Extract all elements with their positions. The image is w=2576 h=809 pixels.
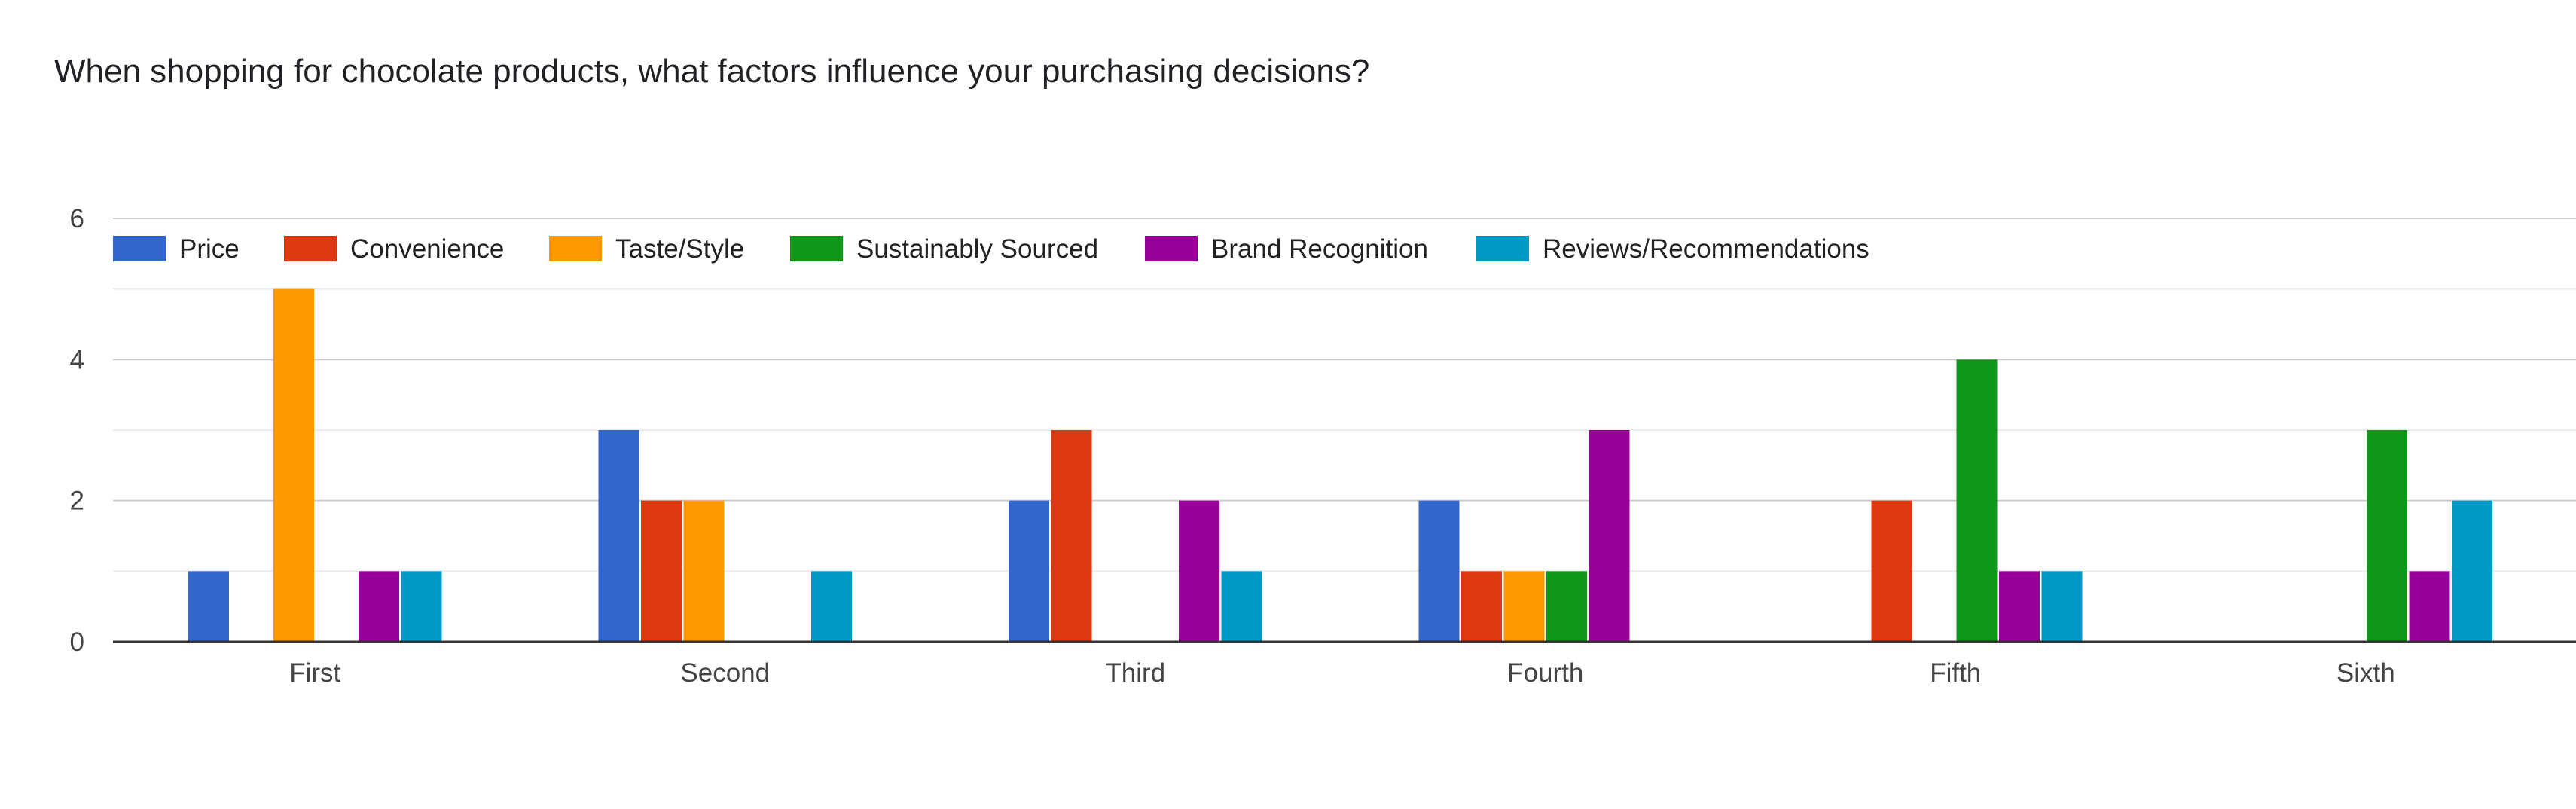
bar-price-second[interactable] bbox=[598, 430, 639, 642]
legend: Price Convenience Taste/Style Sustainably S… bbox=[113, 234, 1869, 264]
bar-sustainably-sourced-fifth[interactable] bbox=[1956, 359, 1998, 642]
bar-brand-recognition-third[interactable] bbox=[1179, 500, 1219, 642]
bar-brand-recognition-first[interactable] bbox=[359, 571, 399, 642]
bar-reviews-recommendations-sixth[interactable] bbox=[2452, 500, 2492, 642]
legend-item[interactable]: Brand Recognition bbox=[1145, 234, 1428, 264]
legend-label: Convenience bbox=[350, 234, 504, 264]
legend-label: Reviews/Recommendations bbox=[1543, 234, 1869, 264]
x-tick-label: Fifth bbox=[1930, 658, 1981, 688]
y-tick-label: 4 bbox=[70, 345, 84, 374]
chart-title: When shopping for chocolate products, wh… bbox=[54, 53, 1370, 90]
legend-label: Price bbox=[179, 234, 240, 264]
legend-item[interactable]: Price bbox=[113, 234, 240, 264]
legend-swatch bbox=[1145, 236, 1198, 261]
legend-swatch bbox=[113, 236, 166, 261]
legend-swatch bbox=[1476, 236, 1529, 261]
bar-sustainably-sourced-fourth[interactable] bbox=[1546, 571, 1587, 642]
legend-item[interactable]: Taste/Style bbox=[549, 234, 744, 264]
bar-convenience-third[interactable] bbox=[1051, 430, 1092, 642]
grid-lines bbox=[113, 218, 2576, 572]
bar-taste-style-first[interactable] bbox=[273, 288, 314, 642]
legend-item[interactable]: Reviews/Recommendations bbox=[1476, 234, 1869, 264]
legend-label: Brand Recognition bbox=[1211, 234, 1428, 264]
y-tick-label: 0 bbox=[70, 627, 84, 657]
legend-swatch bbox=[284, 236, 337, 261]
bar-sustainably-sourced-sixth[interactable] bbox=[2367, 430, 2407, 642]
x-tick-label: Third bbox=[1105, 658, 1165, 688]
bar-convenience-second[interactable] bbox=[641, 500, 682, 642]
bar-price-third[interactable] bbox=[1009, 500, 1049, 642]
x-tick-label: Fourth bbox=[1507, 658, 1583, 688]
y-tick-label: 6 bbox=[70, 204, 84, 234]
bar-brand-recognition-fourth[interactable] bbox=[1589, 430, 1630, 642]
legend-swatch bbox=[790, 236, 843, 261]
legend-label: Sustainably Sourced bbox=[856, 234, 1098, 264]
legend-item[interactable]: Sustainably Sourced bbox=[790, 234, 1098, 264]
x-tick-label: First bbox=[289, 658, 340, 688]
bar-brand-recognition-fifth[interactable] bbox=[1999, 571, 2040, 642]
bar-reviews-recommendations-fifth[interactable] bbox=[2041, 571, 2083, 642]
bar-taste-style-fourth[interactable] bbox=[1503, 571, 1545, 642]
bar-convenience-fifth[interactable] bbox=[1871, 500, 1912, 642]
legend-item[interactable]: Convenience bbox=[284, 234, 504, 264]
x-axis-ticks: First Second Third Fourth Fifth Sixth bbox=[289, 658, 2394, 688]
y-tick-label: 2 bbox=[70, 487, 84, 516]
x-tick-label: Sixth bbox=[2336, 658, 2395, 688]
bars bbox=[188, 288, 2492, 642]
x-tick-label: Second bbox=[680, 658, 770, 688]
bar-reviews-recommendations-third[interactable] bbox=[1221, 571, 1262, 642]
legend-label: Taste/Style bbox=[615, 234, 744, 264]
bar-taste-style-second[interactable] bbox=[683, 500, 725, 642]
bar-convenience-fourth[interactable] bbox=[1461, 571, 1502, 642]
legend-swatch bbox=[549, 236, 602, 261]
y-axis-ticks: 0 2 4 6 bbox=[70, 204, 84, 657]
bar-reviews-recommendations-first[interactable] bbox=[401, 571, 442, 642]
bar-price-fourth[interactable] bbox=[1418, 500, 1460, 642]
bar-brand-recognition-sixth[interactable] bbox=[2409, 571, 2450, 642]
bar-reviews-recommendations-second[interactable] bbox=[811, 571, 852, 642]
bar-price-first[interactable] bbox=[188, 571, 229, 642]
